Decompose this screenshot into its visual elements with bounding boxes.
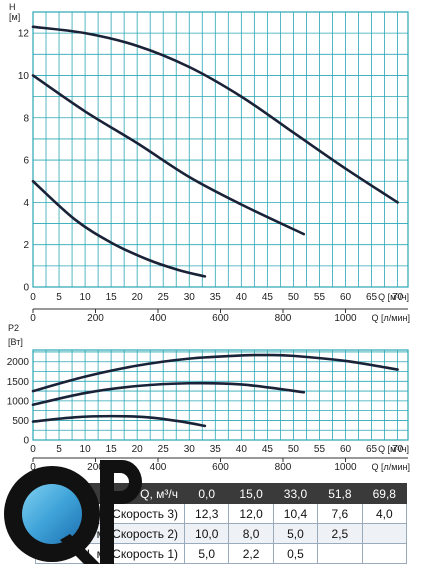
table-cell: 12,3 — [183, 503, 230, 524]
x-tick-label: 10 — [80, 444, 92, 455]
x-tick-label: 5 — [56, 292, 62, 303]
x-tick-label: 50 — [288, 444, 300, 455]
series-line-2 — [31, 414, 207, 428]
table-cell: 5,0 — [272, 523, 319, 544]
secondary-x-tick-label: 200 — [87, 313, 104, 324]
x-tick-label: 30 — [184, 292, 196, 303]
x-tick-label: 70 — [392, 292, 404, 303]
table-cell: 4,0 — [361, 503, 408, 524]
secondary-x-tick-label: 800 — [275, 462, 292, 473]
x-tick-label: 15 — [106, 292, 118, 303]
table-header-row: Q, м³/ч 0,0 15,0 33,0 51,8 69,8 — [35, 483, 408, 504]
table-cell: 5,0 — [183, 543, 230, 564]
secondary-x-tick-label: 1000 — [334, 313, 357, 324]
y-tick-label: 2 — [23, 240, 29, 251]
x-tick-label: 50 — [288, 292, 300, 303]
y-tick-label: 10 — [18, 71, 30, 82]
x-tick-label: 20 — [132, 444, 144, 455]
x-tick-label: 65 — [366, 444, 378, 455]
y-axis-unit: [Вт] — [8, 337, 23, 347]
table-cell: 2,5 — [317, 523, 363, 544]
secondary-x-tick-label: 1000 — [334, 462, 357, 473]
table-cell: 8,0 — [228, 523, 274, 544]
table-cell: 0,0 — [183, 483, 230, 504]
series-line-2 — [31, 179, 207, 278]
y-tick-label: 500 — [12, 416, 29, 427]
table-row: Н, м (Скорость 2) 10,0 8,0 5,0 2,5 — [35, 523, 408, 544]
table-cell: 33,0 — [272, 483, 319, 504]
x-tick-label: 45 — [262, 444, 274, 455]
plot-frame — [32, 11, 409, 288]
x-tick-label: 55 — [314, 292, 326, 303]
x-tick-label: 40 — [236, 444, 248, 455]
x-tick-label: 35 — [210, 444, 222, 455]
x-tick-label: 15 — [106, 444, 118, 455]
x-tick-label: 70 — [392, 444, 404, 455]
x-axis-label: Q [м³/ч] — [378, 292, 409, 302]
y-tick-label: 6 — [23, 156, 29, 167]
x-tick-label: 30 — [184, 444, 196, 455]
x-tick-label: 45 — [262, 292, 274, 303]
secondary-x-axis-label: Q [л/мин] — [372, 313, 410, 323]
table-cell: 12,0 — [228, 503, 274, 524]
secondary-x-tick-label: 0 — [30, 313, 36, 324]
table-cell — [361, 523, 408, 544]
y-tick-label: 0 — [23, 283, 29, 294]
table-cell — [317, 543, 363, 564]
secondary-x-tick-label: 600 — [212, 313, 229, 324]
secondary-x-tick-label: 0 — [30, 462, 36, 473]
brand-logo — [4, 460, 142, 564]
table-cell: 10,4 — [272, 503, 319, 524]
x-tick-label: 60 — [340, 444, 352, 455]
x-tick-label: 10 — [80, 292, 92, 303]
series-line-0 — [31, 25, 399, 204]
table-cell: 15,0 — [228, 483, 274, 504]
x-tick-label: 35 — [210, 292, 222, 303]
y-axis-label: H — [9, 2, 16, 12]
x-tick-label: 60 — [340, 292, 352, 303]
x-tick-label: 25 — [158, 292, 170, 303]
table-cell: 7,6 — [317, 503, 363, 524]
x-tick-label: 65 — [366, 292, 378, 303]
y-tick-label: 12 — [18, 29, 30, 40]
secondary-x-tick-label: 800 — [275, 313, 292, 324]
x-axis-label: Q [м³/ч] — [378, 444, 409, 454]
secondary-x-tick-label: 200 — [87, 462, 104, 473]
secondary-x-tick-label: 400 — [150, 462, 167, 473]
table-cell — [361, 543, 408, 564]
performance-table: Q, м³/ч 0,0 15,0 33,0 51,8 69,8 Н, м (Ск… — [35, 483, 408, 564]
y-tick-label: 8 — [23, 113, 29, 124]
table-cell: 69,8 — [361, 483, 408, 504]
series-line-1 — [31, 381, 306, 407]
secondary-x-tick-label: 400 — [150, 313, 167, 324]
x-tick-label: 20 — [132, 292, 144, 303]
y-tick-label: 1000 — [7, 396, 30, 407]
x-tick-label: 0 — [30, 292, 36, 303]
y-tick-label: 2000 — [7, 357, 30, 368]
series-line-1 — [31, 74, 306, 236]
x-tick-label: 25 — [158, 444, 170, 455]
secondary-x-tick-label: 600 — [212, 462, 229, 473]
y-tick-label: 1500 — [7, 377, 30, 388]
y-axis-label: P2 — [8, 323, 19, 333]
table-cell: 2,2 — [228, 543, 274, 564]
x-tick-label: 40 — [236, 292, 248, 303]
y-tick-label: 0 — [23, 436, 29, 447]
x-tick-label: 55 — [314, 444, 326, 455]
chart-panel-0: 0 2 4 6 8 10 12 H[м] 0 5 10 15 20 25 30 35 40 45 50 55 60 65 7… — [9, 2, 410, 324]
secondary-x-axis-label: Q [л/мин] — [372, 462, 410, 472]
y-tick-label: 4 — [23, 198, 29, 209]
plot-frame — [32, 349, 409, 441]
x-tick-label: 5 — [56, 444, 62, 455]
table-cell: 0,5 — [272, 543, 319, 564]
series-line-0 — [31, 353, 399, 393]
y-axis-unit: [м] — [9, 12, 20, 22]
table-cell: 10,0 — [183, 523, 230, 544]
x-tick-label: 0 — [30, 444, 36, 455]
table-cell: 51,8 — [317, 483, 363, 504]
